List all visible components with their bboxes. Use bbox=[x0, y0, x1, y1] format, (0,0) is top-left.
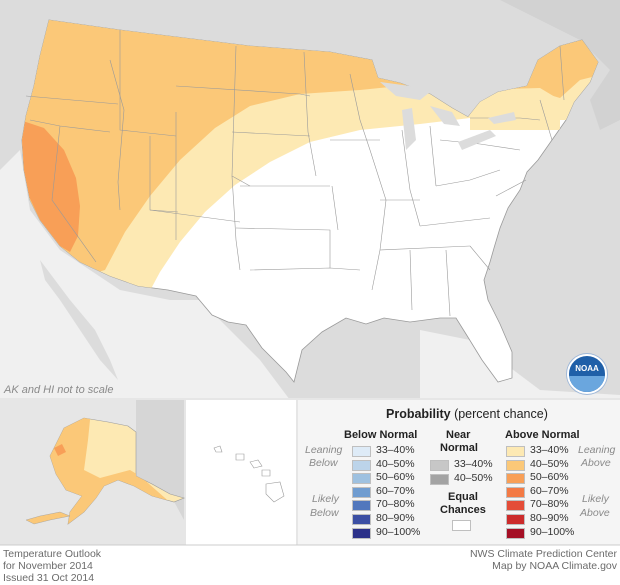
below-normal-swatch bbox=[352, 459, 371, 471]
above-normal-swatch bbox=[506, 527, 525, 539]
below-normal-range-label: 80–90% bbox=[376, 512, 415, 524]
below-normal-range-label: 70–80% bbox=[376, 498, 415, 511]
footer-source: NWS Climate Prediction Center bbox=[469, 548, 617, 560]
near-normal-swatch bbox=[430, 473, 449, 485]
below-normal-range-label: 90–100% bbox=[376, 525, 421, 538]
near-normal-header-2: Normal bbox=[440, 442, 478, 454]
above-normal-range-label: 40–50% bbox=[530, 457, 569, 470]
near-normal-header-1: Near bbox=[446, 429, 471, 441]
footer-title: Temperature Outlook bbox=[3, 548, 102, 560]
above-normal-swatch bbox=[506, 446, 525, 457]
above-normal-range-label: 33–40% bbox=[530, 444, 569, 456]
footer-issued: Issued 31 Oct 2014 bbox=[3, 572, 95, 584]
noaa-logo: NOAA bbox=[567, 354, 607, 394]
below-normal-swatch bbox=[352, 500, 371, 512]
below-normal-range-label: 60–70% bbox=[376, 484, 415, 497]
near-normal-range-label: 33–40% bbox=[454, 458, 493, 470]
below-normal-header: Below Normal bbox=[344, 429, 418, 441]
near-normal-swatch bbox=[430, 460, 449, 471]
above-normal-range-label: 80–90% bbox=[530, 512, 569, 524]
below-normal-swatch bbox=[352, 473, 371, 485]
likely-below-label-2: Below bbox=[310, 507, 339, 519]
above-normal-range-label: 60–70% bbox=[530, 484, 569, 497]
above-normal-swatch bbox=[506, 473, 525, 485]
leaning-above-label-2: Above bbox=[581, 457, 611, 469]
below-normal-swatch bbox=[352, 527, 371, 539]
equal-chances-label-1: Equal bbox=[448, 491, 478, 503]
below-normal-range-label: 33–40% bbox=[376, 444, 415, 456]
legend-title-rest: (percent chance) bbox=[450, 407, 548, 421]
leaning-below-label-1: Leaning bbox=[305, 444, 343, 456]
above-normal-swatch bbox=[506, 514, 525, 525]
equal-chances-swatch bbox=[452, 520, 471, 531]
scale-note: AK and HI not to scale bbox=[4, 384, 114, 396]
near-normal-range-label: 40–50% bbox=[454, 471, 493, 484]
below-normal-swatch bbox=[352, 486, 371, 498]
equal-chances-label-2: Chances bbox=[440, 504, 486, 516]
above-normal-swatch bbox=[506, 500, 525, 512]
below-normal-range-label: 50–60% bbox=[376, 471, 415, 484]
below-normal-swatch bbox=[352, 446, 371, 457]
footer-map-credit: Map by NOAA Climate.gov bbox=[492, 560, 617, 572]
legend-title: Probability (percent chance) bbox=[386, 407, 548, 421]
above-normal-range-label: 90–100% bbox=[530, 525, 575, 538]
likely-above-label-2: Above bbox=[580, 507, 610, 519]
likely-below-label-1: Likely bbox=[312, 493, 339, 505]
likely-above-label-1: Likely bbox=[582, 493, 609, 505]
above-normal-swatch bbox=[506, 486, 525, 498]
leaning-above-label-1: Leaning bbox=[578, 444, 616, 456]
above-normal-header: Above Normal bbox=[505, 429, 580, 441]
above-normal-range-label: 70–80% bbox=[530, 498, 569, 511]
footer-period: for November 2014 bbox=[3, 560, 93, 572]
leaning-below-label-2: Below bbox=[309, 457, 338, 469]
below-normal-swatch bbox=[352, 514, 371, 525]
noaa-logo-text: NOAA bbox=[575, 364, 599, 373]
below-normal-range-label: 40–50% bbox=[376, 457, 415, 470]
legend-title-bold: Probability bbox=[386, 407, 451, 421]
above-normal-swatch bbox=[506, 459, 525, 471]
above-normal-range-label: 50–60% bbox=[530, 471, 569, 484]
